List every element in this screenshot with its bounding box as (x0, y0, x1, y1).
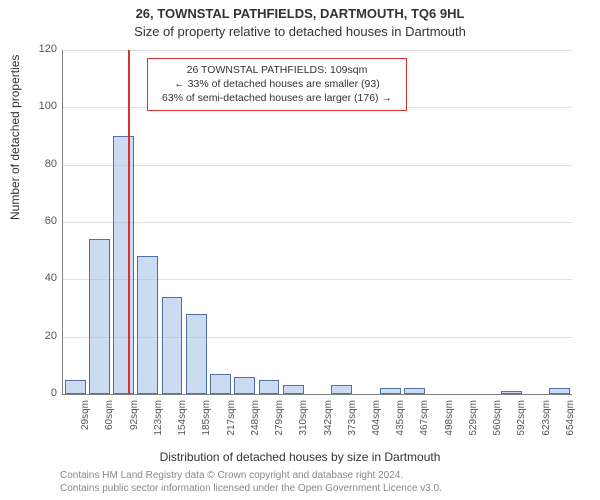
x-tick-label: 60sqm (104, 400, 115, 445)
x-tick-label: 217sqm (226, 400, 237, 445)
x-tick-label: 498sqm (444, 400, 455, 445)
x-tick-label: 435sqm (395, 400, 406, 445)
bar (234, 377, 255, 394)
x-tick-label: 467sqm (419, 400, 430, 445)
x-tick-label: 92sqm (129, 400, 140, 445)
chart-title: 26, TOWNSTAL PATHFIELDS, DARTMOUTH, TQ6 … (0, 6, 600, 21)
y-tick-label: 120 (31, 43, 57, 55)
y-tick-label: 20 (31, 330, 57, 342)
gridline (63, 50, 572, 51)
x-tick-label: 404sqm (371, 400, 382, 445)
y-tick-label: 60 (31, 215, 57, 227)
bar (404, 388, 425, 394)
x-tick-label: 623sqm (541, 400, 552, 445)
bar (113, 136, 134, 394)
bar (259, 380, 280, 394)
bar (331, 385, 352, 394)
x-tick-label: 279sqm (274, 400, 285, 445)
bar (137, 256, 158, 394)
y-tick-label: 0 (31, 387, 57, 399)
gridline (63, 222, 572, 223)
x-axis-label: Distribution of detached houses by size … (0, 450, 600, 464)
bar (162, 297, 183, 394)
y-tick-label: 100 (31, 100, 57, 112)
plot-area: 02040608010012029sqm60sqm92sqm123sqm154s… (62, 50, 572, 395)
y-tick-label: 80 (31, 158, 57, 170)
annotation-box: 26 TOWNSTAL PATHFIELDS: 109sqm ← 33% of … (147, 58, 407, 111)
annotation-line2: ← 33% of detached houses are smaller (93… (156, 77, 398, 91)
chart-subtitle: Size of property relative to detached ho… (0, 24, 600, 39)
x-tick-label: 310sqm (298, 400, 309, 445)
x-tick-label: 654sqm (565, 400, 576, 445)
bar (283, 385, 304, 394)
bar (186, 314, 207, 394)
annotation-line1: 26 TOWNSTAL PATHFIELDS: 109sqm (156, 63, 398, 77)
bar (89, 239, 110, 394)
bar (380, 388, 401, 394)
chart-container: { "title_line1": "26, TOWNSTAL PATHFIELD… (0, 0, 600, 500)
x-tick-label: 248sqm (250, 400, 261, 445)
x-tick-label: 185sqm (201, 400, 212, 445)
x-tick-label: 29sqm (80, 400, 91, 445)
bar (210, 374, 231, 394)
y-tick-label: 40 (31, 272, 57, 284)
x-tick-label: 560sqm (492, 400, 503, 445)
x-tick-label: 154sqm (177, 400, 188, 445)
annotation-line3: 63% of semi-detached houses are larger (… (156, 91, 398, 105)
footer-attribution-1: Contains HM Land Registry data © Crown c… (60, 470, 403, 481)
bar (65, 380, 86, 394)
footer-attribution-2: Contains public sector information licen… (60, 483, 442, 494)
marker-line (128, 50, 130, 394)
y-axis-label: Number of detached properties (8, 55, 22, 220)
x-tick-label: 592sqm (516, 400, 527, 445)
x-tick-label: 529sqm (468, 400, 479, 445)
x-tick-label: 342sqm (323, 400, 334, 445)
bar (549, 388, 570, 394)
x-tick-label: 123sqm (153, 400, 164, 445)
x-tick-label: 373sqm (347, 400, 358, 445)
bar (501, 391, 522, 394)
gridline (63, 165, 572, 166)
